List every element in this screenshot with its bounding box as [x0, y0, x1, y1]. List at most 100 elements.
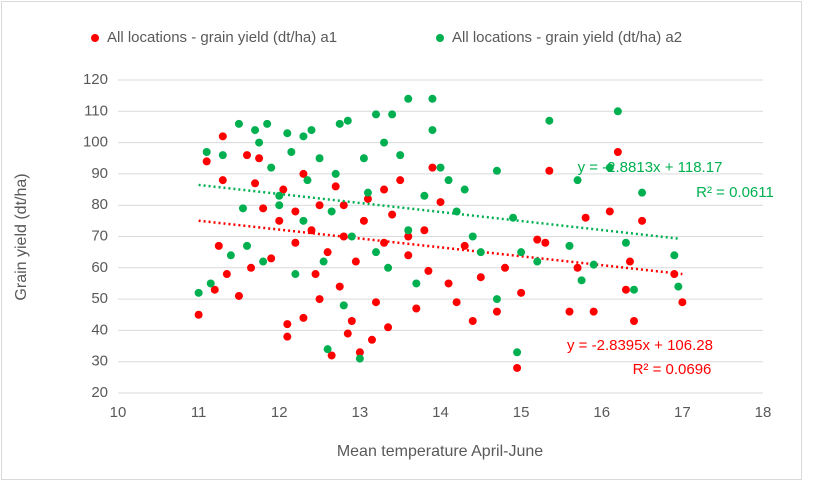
- point: [299, 216, 308, 225]
- point: [460, 241, 469, 250]
- y-tick-label: 90: [91, 165, 108, 182]
- point: [283, 129, 292, 138]
- point: [589, 307, 598, 316]
- point: [545, 116, 554, 125]
- point: [267, 163, 276, 172]
- point: [589, 260, 598, 269]
- point: [404, 251, 413, 260]
- point: [206, 279, 215, 288]
- point: [412, 304, 421, 313]
- point: [359, 216, 368, 225]
- point: [605, 207, 614, 216]
- point: [311, 270, 320, 279]
- trend-annotation: R² = 0.0611: [696, 184, 774, 201]
- point: [194, 310, 203, 319]
- y-tick-label: 60: [91, 259, 108, 276]
- point: [283, 320, 292, 329]
- point: [202, 147, 211, 156]
- point: [565, 241, 574, 250]
- point: [630, 317, 638, 326]
- x-tick-label: 16: [593, 404, 610, 421]
- point: [404, 226, 413, 235]
- point: [331, 169, 340, 178]
- point: [335, 282, 344, 291]
- point: [255, 138, 264, 147]
- point: [372, 110, 380, 119]
- point: [335, 119, 344, 128]
- x-tick-label: 13: [352, 404, 369, 421]
- point: [581, 213, 590, 222]
- point: [444, 176, 453, 185]
- point: [275, 216, 284, 225]
- point: [573, 176, 582, 185]
- point: [412, 279, 421, 288]
- point: [283, 332, 292, 341]
- point: [363, 194, 372, 203]
- point: [605, 163, 614, 172]
- point: [299, 313, 308, 322]
- point: [513, 363, 522, 372]
- trend-annotation: R² = 0.0696: [633, 361, 712, 378]
- point: [355, 354, 364, 363]
- point: [380, 138, 389, 147]
- trendline: [198, 219, 683, 276]
- point: [621, 238, 630, 247]
- point: [468, 232, 477, 241]
- point: [613, 107, 622, 116]
- point: [347, 232, 356, 241]
- point: [384, 263, 393, 272]
- x-tick-label: 14: [432, 404, 449, 421]
- point: [299, 169, 308, 178]
- y-tick-label: 30: [91, 353, 108, 370]
- point: [436, 163, 445, 172]
- point: [243, 151, 251, 160]
- point: [303, 176, 312, 185]
- point: [210, 285, 219, 294]
- point: [452, 298, 461, 307]
- point: [363, 188, 372, 197]
- point: [492, 166, 501, 175]
- point: [396, 176, 405, 185]
- point: [331, 182, 340, 191]
- point: [380, 185, 389, 194]
- point: [509, 213, 518, 222]
- point: [492, 295, 501, 304]
- point: [234, 291, 243, 300]
- x-tick-label: 18: [755, 404, 772, 421]
- y-tick-label: 100: [83, 134, 108, 151]
- point: [638, 188, 647, 197]
- y-tick-label: 80: [91, 196, 108, 213]
- point: [372, 248, 380, 257]
- y-tick-label: 110: [84, 102, 108, 119]
- point: [255, 154, 264, 163]
- point: [396, 151, 405, 160]
- point: [384, 323, 393, 332]
- point: [638, 216, 647, 225]
- point: [202, 157, 211, 166]
- point: [420, 191, 429, 200]
- point: [238, 204, 247, 213]
- point: [315, 295, 324, 304]
- point: [315, 201, 324, 210]
- point: [343, 329, 352, 338]
- point: [541, 238, 550, 247]
- point: [263, 119, 272, 128]
- point: [291, 238, 300, 247]
- point: [315, 154, 324, 163]
- point: [307, 126, 316, 135]
- point: [517, 248, 526, 257]
- point: [436, 198, 445, 207]
- point: [275, 201, 284, 210]
- legend-label: All locations - grain yield (dt/ha) a1: [107, 29, 337, 46]
- point: [428, 163, 437, 172]
- point: [275, 191, 284, 200]
- point: [468, 317, 477, 326]
- point: [243, 241, 251, 250]
- point: [577, 276, 586, 285]
- point: [323, 248, 332, 257]
- point: [327, 351, 336, 360]
- point: [251, 126, 260, 135]
- point: [259, 257, 268, 266]
- point: [428, 126, 437, 135]
